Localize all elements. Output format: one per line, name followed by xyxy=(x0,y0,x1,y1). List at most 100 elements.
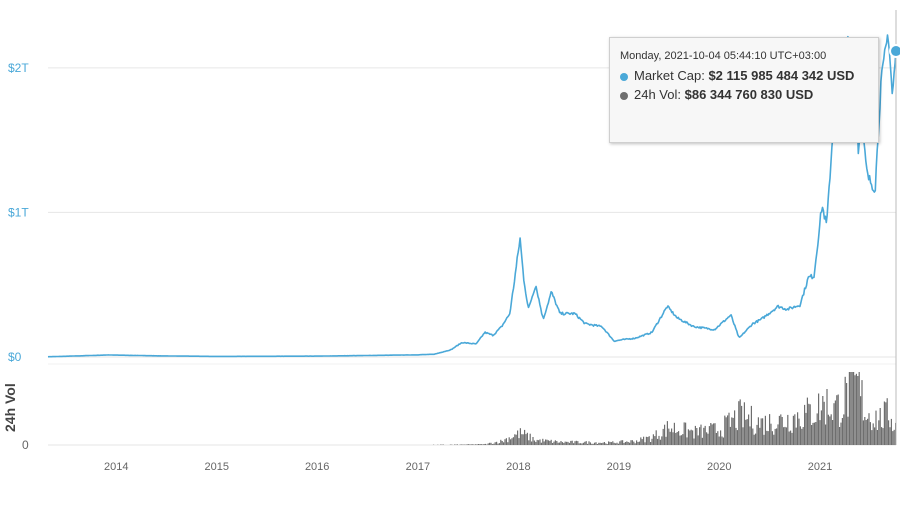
volume-bar xyxy=(692,430,694,445)
volume-bar xyxy=(512,437,514,445)
volume-bar xyxy=(860,396,862,445)
volume-bar xyxy=(829,416,831,445)
volume-bar xyxy=(732,417,734,445)
volume-bar xyxy=(482,444,484,445)
volume-bar xyxy=(475,444,477,445)
volume-bar xyxy=(496,441,498,445)
volume-bar xyxy=(546,439,548,445)
volume-bar xyxy=(743,402,745,445)
volume-bar xyxy=(854,375,856,445)
volume-bar xyxy=(881,427,883,445)
volume-bar xyxy=(560,441,562,445)
volume-bar xyxy=(601,443,603,445)
volume-bar xyxy=(699,427,701,445)
volume-bar xyxy=(862,420,864,445)
volume-bar xyxy=(608,441,610,445)
volume-bar xyxy=(759,427,761,445)
volume-bar xyxy=(708,426,710,445)
volume-bar xyxy=(641,439,643,445)
volume-bar xyxy=(848,372,850,445)
volume-bar xyxy=(871,430,873,445)
volume-bar xyxy=(599,442,601,445)
volume-bar xyxy=(836,395,838,445)
volume-bar xyxy=(760,418,762,445)
volume-bar xyxy=(752,428,754,445)
volume-bar xyxy=(739,399,741,445)
volume-bar xyxy=(647,437,649,445)
x-axis-labels: 2014 2015 2016 2017 2018 2019 2020 2021 xyxy=(104,461,832,473)
volume-bar xyxy=(538,440,540,445)
volume-bar xyxy=(834,400,836,445)
volume-bar xyxy=(875,410,877,445)
volume-bar xyxy=(519,428,521,445)
volume-bar xyxy=(878,420,880,445)
volume-bar xyxy=(855,373,857,445)
volume-bar xyxy=(508,437,510,445)
volume-bar xyxy=(696,428,698,445)
volume-bar xyxy=(682,434,684,445)
volume-bar xyxy=(568,442,570,445)
volume-bar xyxy=(556,441,558,445)
volume-bar xyxy=(781,417,783,445)
volume-bar xyxy=(872,423,874,445)
volume-bar xyxy=(703,427,705,445)
volume-bar xyxy=(521,434,523,445)
volume-bar xyxy=(571,440,573,445)
tooltip-volume: 24h Vol: $86 344 760 830 USD xyxy=(620,87,868,102)
volume-bar xyxy=(540,442,542,445)
volume-bar xyxy=(773,434,775,445)
volume-bar xyxy=(567,441,569,445)
volume-bar xyxy=(612,441,614,445)
volume-bar xyxy=(850,372,852,445)
volume-bar xyxy=(763,434,765,445)
volume-bar xyxy=(766,430,768,445)
volume-bar xyxy=(469,444,471,445)
volume-bar xyxy=(885,402,887,445)
volume-bar xyxy=(489,442,491,445)
x-tick-label: 2015 xyxy=(204,461,228,473)
x-tick-label: 2016 xyxy=(305,461,329,473)
volume-bar xyxy=(685,422,687,445)
volume-bar xyxy=(454,444,456,445)
volume-bar xyxy=(826,389,828,445)
volume-bar xyxy=(865,420,867,445)
volume-bar xyxy=(757,417,759,445)
volume-bar xyxy=(575,440,577,445)
volume-bar xyxy=(468,444,470,445)
volume-bar xyxy=(833,403,835,445)
volume-bar xyxy=(598,442,600,445)
tooltip: Monday, 2021-10-04 05:44:10 UTC+03:00 Ma… xyxy=(609,37,879,143)
y-tick-label: $2T xyxy=(8,61,29,75)
tooltip-market-cap-value: $2 115 985 484 342 USD xyxy=(708,68,855,83)
volume-bar xyxy=(864,417,866,445)
volume-bar xyxy=(650,442,652,445)
volume-bar xyxy=(844,376,846,445)
volume-bar xyxy=(892,431,894,445)
volume-bar xyxy=(679,435,681,445)
volume-bar xyxy=(483,444,485,445)
volume-bar xyxy=(750,405,752,445)
volume-bar xyxy=(778,415,780,445)
volume-bar xyxy=(799,426,801,445)
volume-bar xyxy=(767,431,769,445)
volume-bar xyxy=(794,414,796,445)
volume-bar xyxy=(882,428,884,445)
volume-bar xyxy=(543,441,545,445)
volume-bar xyxy=(657,438,659,445)
volume-bar xyxy=(542,438,544,445)
volume-bar xyxy=(808,403,810,445)
volume-bar xyxy=(553,441,555,445)
volume-bar xyxy=(879,408,881,445)
volume-bar xyxy=(466,444,468,445)
volume-bar xyxy=(795,427,797,445)
volume-bar xyxy=(700,424,702,445)
volume-bar xyxy=(671,428,673,445)
volume-bar xyxy=(753,434,755,445)
volume-bar xyxy=(624,442,626,445)
volume-bar xyxy=(636,440,638,445)
volume-bar xyxy=(816,413,818,445)
volume-bar xyxy=(490,442,492,445)
volume-bar xyxy=(462,444,464,445)
volume-bar xyxy=(581,443,583,445)
volume-bar xyxy=(626,441,628,445)
